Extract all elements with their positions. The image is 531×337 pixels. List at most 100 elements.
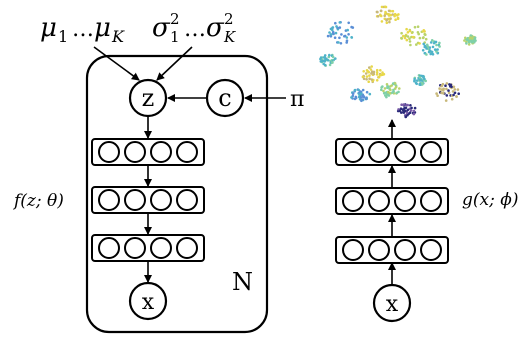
input-node-label: x [386,292,399,317]
embedding-point [400,36,403,40]
embedding-point [455,95,458,98]
decoder-layer-1-unit [98,141,120,163]
embedding-point [387,94,391,97]
mu-symbol-last: μ [94,13,111,43]
embedding-point [406,31,410,34]
embedding-point [438,87,441,90]
embedding-point [380,5,384,9]
embedding-point [379,69,382,72]
embedding-point [361,75,365,79]
prior-label: π [290,87,304,112]
embedding-point [328,63,332,67]
embedding-point [375,10,379,14]
embedding-point [400,111,403,114]
embedding-point [406,35,410,38]
embedding-point [328,31,331,34]
embedding-point [338,21,342,24]
embedding-point [379,73,383,77]
encoder-layer-2 [335,187,449,215]
embedding-point [359,90,362,93]
embedding-point [337,41,340,44]
encoder-layer-3 [335,236,449,264]
encoder-layer-2-unit [342,190,364,212]
input-node-x [372,283,412,323]
embedding-point [438,45,441,48]
embedding-point [383,14,387,17]
embedding-point [421,82,424,86]
embedding-point [382,89,385,93]
encoder-layer-3-unit [342,239,364,261]
embedding-point [435,92,438,95]
embedding-point [354,96,358,100]
embedding-point [380,88,383,92]
embedding-point [361,95,365,98]
embedding-point [415,82,419,86]
embedding-point [350,36,354,39]
embedding-point [372,70,376,74]
embedding-point [469,34,473,37]
mu-ellipsis: … [72,17,94,42]
embedding-point [380,20,384,23]
embedding-point [367,80,371,83]
embedding-point [323,60,327,63]
embedding-point [453,91,457,95]
embedding-point [457,92,461,95]
decoder-layer-2-unit [124,189,146,211]
embedding-point [471,37,474,40]
decoder-layer-3-unit [98,237,120,259]
embedding-point [370,65,374,68]
embedding-point [418,76,422,79]
embedding-point [466,38,470,42]
embedding-point [388,20,391,24]
embedding-point [430,50,434,54]
embedding-point [319,57,322,61]
embedding-point [442,87,446,91]
encoder-layer-1-unit [368,141,390,163]
encoder-layer-3-unit [368,239,390,261]
embedding-point [361,88,365,92]
embedding-point [385,83,389,86]
observed-node-label: x [142,290,155,315]
embedding-point [447,91,451,95]
embedding-point [411,31,414,34]
embedding-point [386,12,390,16]
embedding-point [385,18,389,21]
embedding-point [383,87,387,90]
embedding-point [398,87,401,90]
embedding-point [415,43,418,46]
embedding-point [334,31,338,35]
decoder-network [91,138,205,262]
embedding-point [431,45,435,49]
encoder-layer-1 [335,138,449,166]
encoder-layer-1-unit [342,141,364,163]
embedding-point [338,36,341,40]
embedding-point [422,30,425,33]
embedding-point [398,109,402,113]
embedding-point [412,109,416,113]
embedding-point [353,89,357,92]
embedding-point [436,48,439,51]
embedding-point [463,39,466,42]
embedding-point [415,79,419,82]
embedding-point [453,88,457,91]
embedding-point [433,48,437,51]
embedding-point [368,74,371,77]
embedding-point [450,85,453,89]
embedding-point [365,69,369,72]
sigma-symbol: σ [152,13,171,43]
embedding-point [425,53,428,56]
embedding-point [465,42,468,45]
embedding-point [395,14,399,17]
embedding-point [413,25,417,29]
decoder-layer-1-unit [124,141,146,163]
embedding-point [418,83,422,86]
embedding-point [393,14,396,18]
encoder-layer-1-unit [394,141,416,163]
embedding-point [388,92,392,95]
embedding-point [423,32,427,36]
decoder-layer-3-unit [176,237,198,259]
embedding-point [345,39,349,42]
embedding-point [345,36,349,39]
embedding-point [393,82,397,85]
embedding-point [396,16,400,20]
